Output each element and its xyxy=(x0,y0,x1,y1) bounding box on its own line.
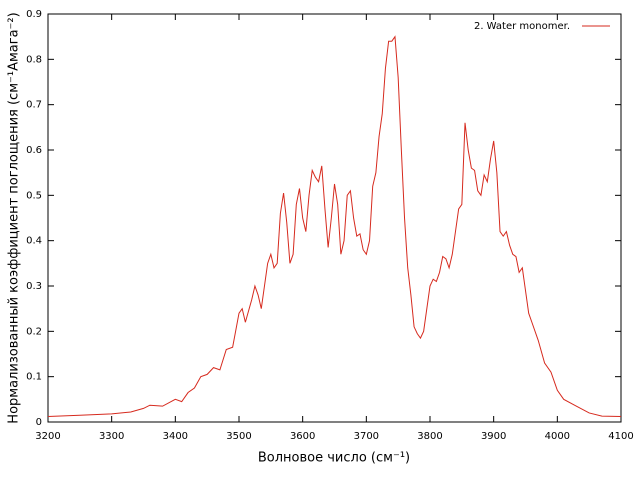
x-tick-label: 3200 xyxy=(35,431,60,442)
y-tick-label: 0 xyxy=(36,417,42,428)
y-tick-label: 0.4 xyxy=(26,236,42,247)
y-tick-label: 0.5 xyxy=(26,190,42,201)
legend-label: 2. Water monomer. xyxy=(474,21,570,32)
y-tick-label: 0.3 xyxy=(26,281,42,292)
x-tick-label: 3900 xyxy=(481,431,506,442)
y-tick-label: 0.1 xyxy=(26,372,42,383)
x-axis-label: Волновое число (см⁻¹) xyxy=(258,451,410,466)
x-tick-label: 3700 xyxy=(354,431,379,442)
x-tick-label: 3400 xyxy=(163,431,188,442)
x-tick-label: 4000 xyxy=(545,431,570,442)
y-tick-label: 0.6 xyxy=(26,145,42,156)
y-axis-label: Нормализованный коэффициент поглощения (… xyxy=(7,12,22,423)
plot-frame xyxy=(47,13,622,423)
y-tick-label: 0.2 xyxy=(26,326,42,337)
x-tick-label: 3500 xyxy=(226,431,251,442)
x-tick-label: 3300 xyxy=(99,431,124,442)
x-tick-label: 3600 xyxy=(290,431,315,442)
x-tick-label: 3800 xyxy=(417,431,442,442)
y-tick-label: 0.7 xyxy=(26,100,42,111)
x-tick-label: 4100 xyxy=(608,431,633,442)
line-series xyxy=(47,35,622,418)
y-tick-label: 0.9 xyxy=(26,9,42,20)
y-tick-label: 0.8 xyxy=(26,54,42,65)
